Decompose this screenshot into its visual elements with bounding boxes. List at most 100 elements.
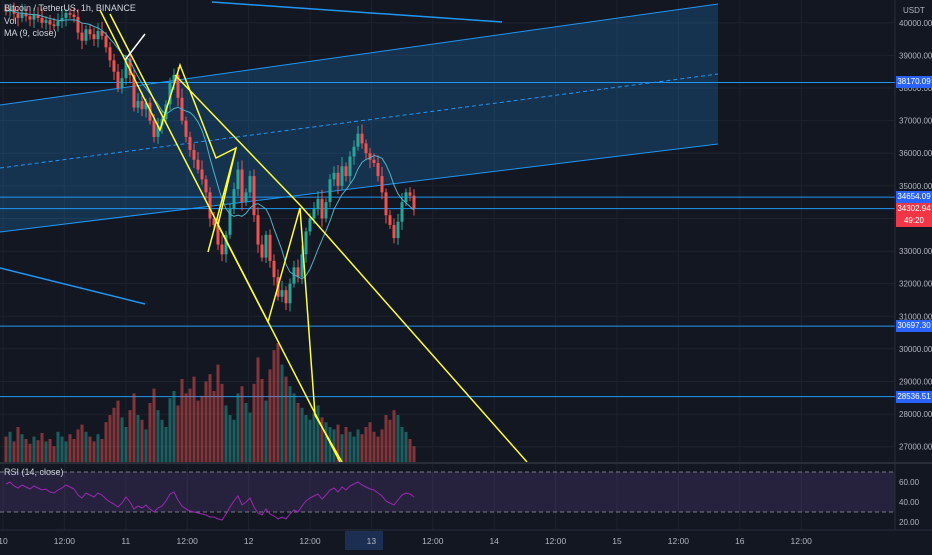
time-tick-label: 14 [489,536,499,546]
candle-body [364,143,368,154]
candle-body [380,176,384,193]
time-tick-label: 12:00 [176,536,198,546]
price-level-label: 34302.94 [896,202,932,215]
candle-body [64,13,68,18]
candle-body [264,234,268,258]
volume-bar [68,434,72,463]
volume-bar [72,439,76,463]
candle-body [4,9,8,12]
candle-body [188,136,192,150]
volume-bar [60,436,64,463]
rsi-band-fill [0,472,895,512]
ma-legend[interactable]: MA (9, close) [4,28,57,38]
volume-bar [112,407,116,463]
candle-body [324,202,328,219]
price-tick-label: 39000.00 [899,51,932,60]
volume-bar [20,434,24,463]
trendline-top [211,1,503,23]
candle-body [260,244,264,258]
time-tick-label: 12:00 [667,536,690,546]
volume-bar [228,415,232,463]
candle-body [288,283,292,304]
volume-bar [372,431,376,463]
candle-body [100,30,104,36]
volume-bar [312,412,316,463]
volume-bar [248,412,252,463]
price-tick-label: 37000.00 [899,117,932,126]
volume-bar [12,441,16,463]
candle-body [344,166,348,177]
candle-body [332,172,336,180]
rsi-legend[interactable]: RSI (14, close) [4,467,64,477]
candle-body [16,13,20,18]
volume-bar [188,388,192,463]
volume-bar [152,388,156,463]
volume-bar [136,415,140,463]
trendline-left [0,267,146,305]
price-tick-label: 30000.00 [899,345,932,354]
time-tick-label: 12:00 [544,536,567,546]
volume-bar [196,400,200,463]
candle-body [308,218,312,232]
volume-bar [292,393,296,463]
price-level-label: 34654.09 [896,191,932,204]
candle-body [404,192,408,203]
candle-body [272,260,276,278]
volume-bar [332,429,336,463]
candle-body [176,74,180,98]
volume-bar [40,433,44,463]
volume-bar [296,403,300,463]
volume-bar [64,441,68,463]
volume-bar [320,417,324,463]
volume-bar [216,364,220,463]
volume-bar [244,403,248,463]
candle-body [204,179,208,193]
symbol-legend[interactable]: Bitcoin / TetherUS, 1h, BINANCE [4,3,136,13]
candle-body [184,120,188,137]
volume-bar [324,422,328,463]
volume-bar [132,393,136,463]
price-tick-label: 32000.00 [899,280,932,289]
price-level-label: 38170.09 [896,76,932,89]
price-level-label: 49:20 [896,214,932,227]
horizontal-levels [0,81,895,398]
candle-body [400,202,404,222]
volume-bar [28,443,32,463]
candle-body [80,32,84,41]
time-tick-label: 12:00 [790,536,812,546]
volume-bar [120,417,124,463]
candle-body [356,133,360,147]
price-tick-label: 35000.00 [899,182,932,191]
harmonic-pattern [99,9,343,463]
volume-legend[interactable]: Vol [4,16,17,26]
trendline-drawings [99,9,528,463]
candle-body [36,14,40,18]
volume-bar [180,379,184,463]
time-axis-highlight [345,531,383,550]
volume-bar [236,393,240,463]
volume-bar [360,434,364,463]
candle-body [252,176,256,216]
volume-bar [336,424,340,463]
candle-body [224,234,228,255]
candle-body [172,74,176,84]
candle-body [116,71,120,89]
grid-lines [0,0,895,530]
volume-bar [108,415,112,463]
volume-bar [184,393,188,463]
volume-bar [124,427,128,463]
candle-body [152,120,156,137]
candle-body [156,125,160,137]
rsi-tick-label: 20.00 [899,518,920,527]
candle-body [292,267,296,284]
candle-body [232,189,236,209]
candle-body [84,29,88,41]
candle-body [352,146,356,157]
volume-bar [24,439,28,463]
time-tick-label: 10 [0,536,8,546]
candle-body [32,14,36,20]
rsi-line [5,481,415,521]
candle-body [396,221,400,239]
